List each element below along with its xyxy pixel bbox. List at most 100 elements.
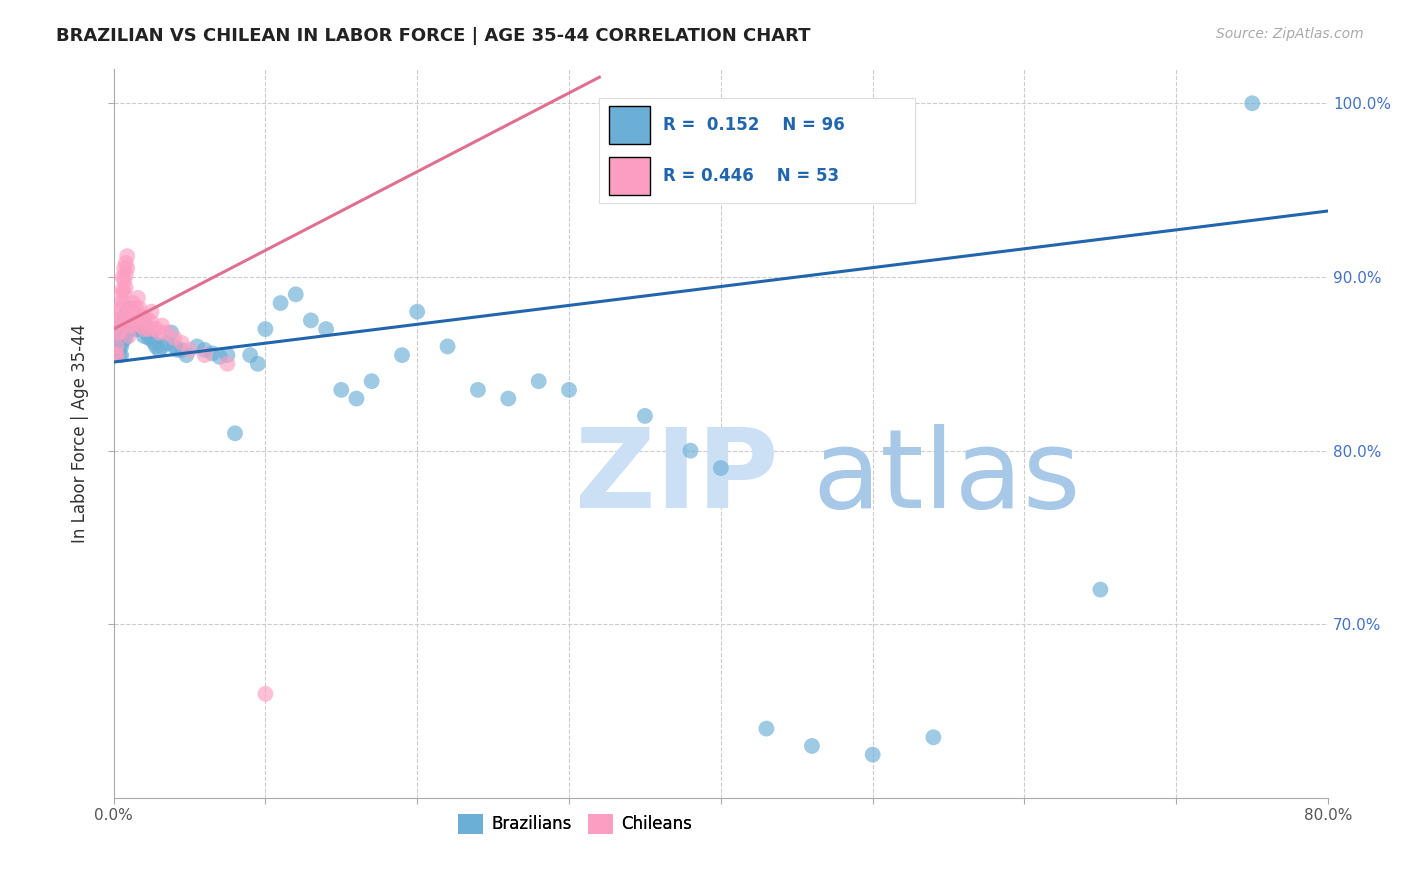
Point bbox=[156, 326, 179, 340]
Legend: Brazilians, Chileans: Brazilians, Chileans bbox=[451, 807, 699, 841]
Point bbox=[111, 282, 134, 296]
Point bbox=[110, 322, 132, 336]
Point bbox=[862, 747, 884, 762]
Point bbox=[125, 315, 148, 329]
Point bbox=[391, 348, 413, 362]
Point bbox=[107, 326, 129, 340]
Point bbox=[111, 294, 134, 309]
Point bbox=[110, 313, 132, 327]
Point bbox=[108, 348, 131, 362]
Point bbox=[136, 311, 159, 326]
Point bbox=[121, 315, 143, 329]
Point bbox=[166, 343, 188, 357]
Point bbox=[128, 301, 150, 316]
Point bbox=[527, 374, 550, 388]
Point bbox=[110, 331, 132, 345]
Point bbox=[315, 322, 337, 336]
Point bbox=[122, 311, 145, 326]
Point bbox=[132, 322, 155, 336]
Point bbox=[284, 287, 307, 301]
Point bbox=[112, 331, 135, 345]
Point bbox=[132, 322, 155, 336]
Point bbox=[1241, 96, 1264, 111]
Point bbox=[436, 339, 458, 353]
Point bbox=[498, 392, 520, 406]
Point bbox=[118, 318, 141, 333]
Point bbox=[115, 249, 138, 263]
Point bbox=[558, 383, 581, 397]
Point bbox=[134, 322, 156, 336]
Point bbox=[163, 331, 186, 345]
Point bbox=[118, 322, 141, 336]
Point bbox=[108, 313, 131, 327]
Point bbox=[108, 326, 131, 340]
Point bbox=[125, 301, 148, 316]
Point bbox=[145, 339, 167, 353]
Point bbox=[120, 301, 142, 316]
Point bbox=[156, 335, 179, 350]
Point bbox=[112, 313, 135, 327]
Point bbox=[107, 313, 129, 327]
Point bbox=[346, 392, 368, 406]
Point bbox=[122, 318, 145, 333]
Point bbox=[107, 335, 129, 350]
Point bbox=[201, 346, 224, 360]
Point bbox=[217, 348, 239, 362]
Point bbox=[330, 383, 353, 397]
Point bbox=[114, 308, 136, 322]
Point bbox=[124, 313, 146, 327]
Point bbox=[138, 331, 160, 345]
Point bbox=[114, 280, 136, 294]
Point bbox=[120, 311, 142, 326]
Point bbox=[110, 287, 132, 301]
Point bbox=[112, 285, 135, 300]
Point bbox=[114, 313, 136, 327]
Point bbox=[141, 304, 163, 318]
Point bbox=[107, 343, 129, 357]
Point bbox=[122, 296, 145, 310]
Point bbox=[105, 339, 128, 353]
Text: atlas: atlas bbox=[811, 424, 1080, 531]
Point bbox=[127, 313, 149, 327]
Point bbox=[110, 339, 132, 353]
Point bbox=[114, 268, 136, 283]
Point bbox=[104, 348, 127, 362]
Point bbox=[111, 326, 134, 340]
Point bbox=[194, 348, 217, 362]
Point bbox=[118, 315, 141, 329]
Point bbox=[150, 339, 173, 353]
Point bbox=[110, 301, 132, 316]
Point bbox=[124, 320, 146, 334]
Point bbox=[139, 322, 162, 336]
Point bbox=[141, 333, 163, 347]
Point bbox=[186, 339, 208, 353]
Point bbox=[118, 308, 141, 322]
Point bbox=[141, 326, 163, 340]
Point bbox=[163, 339, 186, 353]
Point bbox=[170, 343, 193, 357]
Point bbox=[129, 318, 152, 333]
Point bbox=[679, 443, 702, 458]
Point bbox=[129, 318, 152, 333]
Point bbox=[115, 311, 138, 326]
Point bbox=[922, 731, 945, 745]
Point bbox=[125, 308, 148, 322]
Point bbox=[254, 322, 277, 336]
Text: Source: ZipAtlas.com: Source: ZipAtlas.com bbox=[1216, 27, 1364, 41]
Point bbox=[194, 343, 217, 357]
Point bbox=[125, 311, 148, 326]
Text: BRAZILIAN VS CHILEAN IN LABOR FORCE | AGE 35-44 CORRELATION CHART: BRAZILIAN VS CHILEAN IN LABOR FORCE | AG… bbox=[56, 27, 811, 45]
Point bbox=[176, 348, 198, 362]
Point bbox=[111, 334, 134, 349]
Point bbox=[179, 343, 201, 357]
Point bbox=[127, 322, 149, 336]
Point bbox=[124, 308, 146, 322]
Point bbox=[112, 322, 135, 336]
Y-axis label: In Labor Force | Age 35-44: In Labor Force | Age 35-44 bbox=[72, 324, 89, 543]
Point bbox=[160, 326, 183, 340]
Point bbox=[132, 311, 155, 326]
Point bbox=[360, 374, 382, 388]
Point bbox=[127, 291, 149, 305]
Point bbox=[112, 273, 135, 287]
Point bbox=[118, 329, 141, 343]
